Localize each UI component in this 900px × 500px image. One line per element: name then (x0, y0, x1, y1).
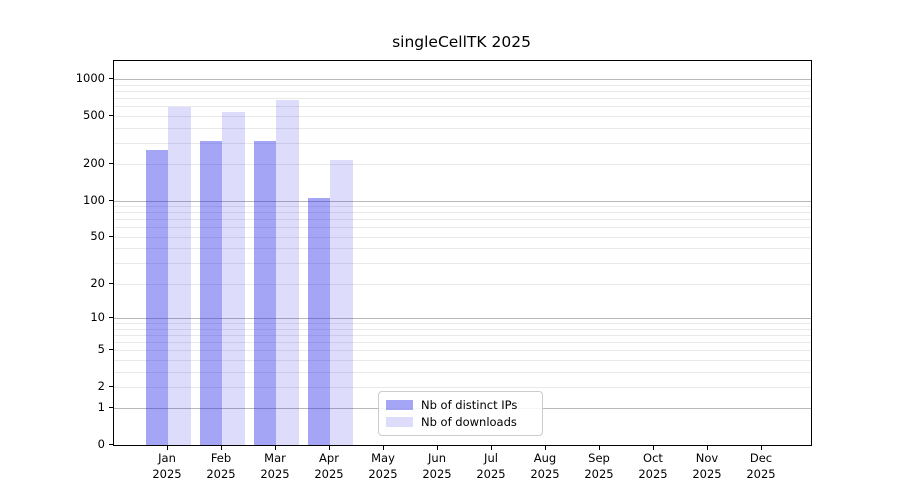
y-tick-label: 10 (90, 310, 105, 324)
x-tick-mark (437, 445, 439, 450)
y-tick-label: 1000 (75, 71, 105, 85)
legend-swatch-downloads (386, 417, 413, 427)
y-tick-label: 500 (83, 107, 105, 122)
x-tick-mark (545, 445, 547, 450)
x-tick-mark (275, 445, 277, 450)
gridline-minor (114, 341, 811, 343)
bar-downloads (330, 159, 353, 445)
y-tick-mark (108, 407, 113, 409)
x-tick-mark (707, 445, 709, 450)
x-tick-mark (221, 445, 223, 450)
x-tick-label: Oct 2025 (638, 451, 668, 481)
gridline-minor (114, 350, 811, 352)
gridline-minor (114, 263, 811, 265)
x-tick-mark (653, 445, 655, 450)
y-tick-mark (108, 78, 113, 80)
x-tick-label: Mar 2025 (260, 451, 290, 481)
legend-item-distinct-ips: Nb of distinct IPs (386, 398, 533, 412)
x-tick-mark (491, 445, 493, 450)
gridline-minor (114, 115, 811, 117)
bar-distinct-ips (145, 150, 168, 445)
bar-distinct-ips (199, 140, 222, 445)
bar-downloads (276, 100, 299, 445)
x-tick-label: Jul 2025 (476, 451, 506, 481)
y-tick-mark (108, 235, 113, 237)
legend-swatch-distinct-ips (386, 400, 413, 410)
gridline-minor (114, 90, 811, 92)
x-tick-mark (167, 445, 169, 450)
gridline-minor (114, 164, 811, 165)
x-tick-label: Apr 2025 (314, 451, 344, 481)
y-tick-label: 100 (83, 192, 105, 207)
bar-distinct-ips (253, 140, 276, 445)
gridline-minor (114, 106, 811, 107)
legend-label-distinct-ips: Nb of distinct IPs (421, 398, 518, 412)
legend-item-downloads: Nb of downloads (386, 415, 533, 429)
gridline-minor (114, 371, 811, 373)
x-tick-label: Dec 2025 (746, 451, 776, 481)
gridline-minor (114, 97, 811, 99)
y-tick-label: 5 (97, 342, 105, 357)
legend: Nb of distinct IPs Nb of downloads (378, 391, 543, 436)
gridline-minor (114, 248, 811, 250)
chart-title: singleCellTK 2025 (392, 33, 531, 51)
y-tick-mark (108, 385, 113, 387)
y-tick-label: 0 (97, 437, 105, 451)
bar-downloads (168, 106, 191, 445)
bar-downloads (222, 112, 245, 445)
y-tick-mark (108, 444, 113, 446)
y-tick-mark (108, 199, 113, 201)
y-tick-mark (108, 349, 113, 351)
gridline-minor (114, 283, 811, 285)
plot-area: Nb of distinct IPs Nb of downloads (113, 60, 812, 446)
x-tick-label: Jun 2025 (422, 451, 452, 481)
gridline-minor (114, 142, 811, 144)
y-tick-label: 50 (90, 228, 105, 243)
gridline-minor (114, 84, 811, 86)
y-tick-label: 2 (97, 378, 105, 393)
x-tick-label: Sep 2025 (584, 451, 614, 481)
x-tick-label: May 2025 (368, 451, 398, 481)
gridline-minor (114, 127, 811, 129)
y-tick-mark (108, 114, 113, 116)
y-tick-label: 200 (83, 156, 105, 170)
gridline-minor (114, 359, 811, 361)
gridline-major (114, 200, 811, 202)
y-tick-mark (108, 317, 113, 319)
x-tick-mark (329, 445, 331, 450)
gridline-minor (114, 386, 811, 388)
gridline-major (114, 318, 811, 319)
gridline-minor (114, 227, 811, 229)
x-tick-label: Jan 2025 (152, 451, 182, 481)
y-tick-label: 20 (90, 275, 105, 290)
gridline-minor (114, 236, 811, 238)
gridline-minor (114, 334, 811, 336)
x-tick-mark (383, 445, 385, 450)
gridline-minor (114, 328, 811, 330)
x-tick-label: Feb 2025 (206, 451, 236, 481)
gridline-minor (114, 219, 811, 221)
x-tick-mark (599, 445, 601, 450)
gridline-minor (114, 212, 811, 214)
legend-label-downloads: Nb of downloads (421, 415, 517, 429)
gridline-minor (114, 206, 811, 207)
y-tick-mark (108, 163, 113, 165)
y-tick-mark (108, 282, 113, 284)
x-tick-mark (761, 445, 763, 450)
x-tick-label: Nov 2025 (692, 451, 722, 481)
gridline-minor (114, 323, 811, 324)
gridline-major (114, 79, 811, 80)
y-tick-label: 1 (97, 400, 105, 415)
x-tick-label: Aug 2025 (530, 451, 560, 481)
bar-distinct-ips (307, 197, 330, 445)
